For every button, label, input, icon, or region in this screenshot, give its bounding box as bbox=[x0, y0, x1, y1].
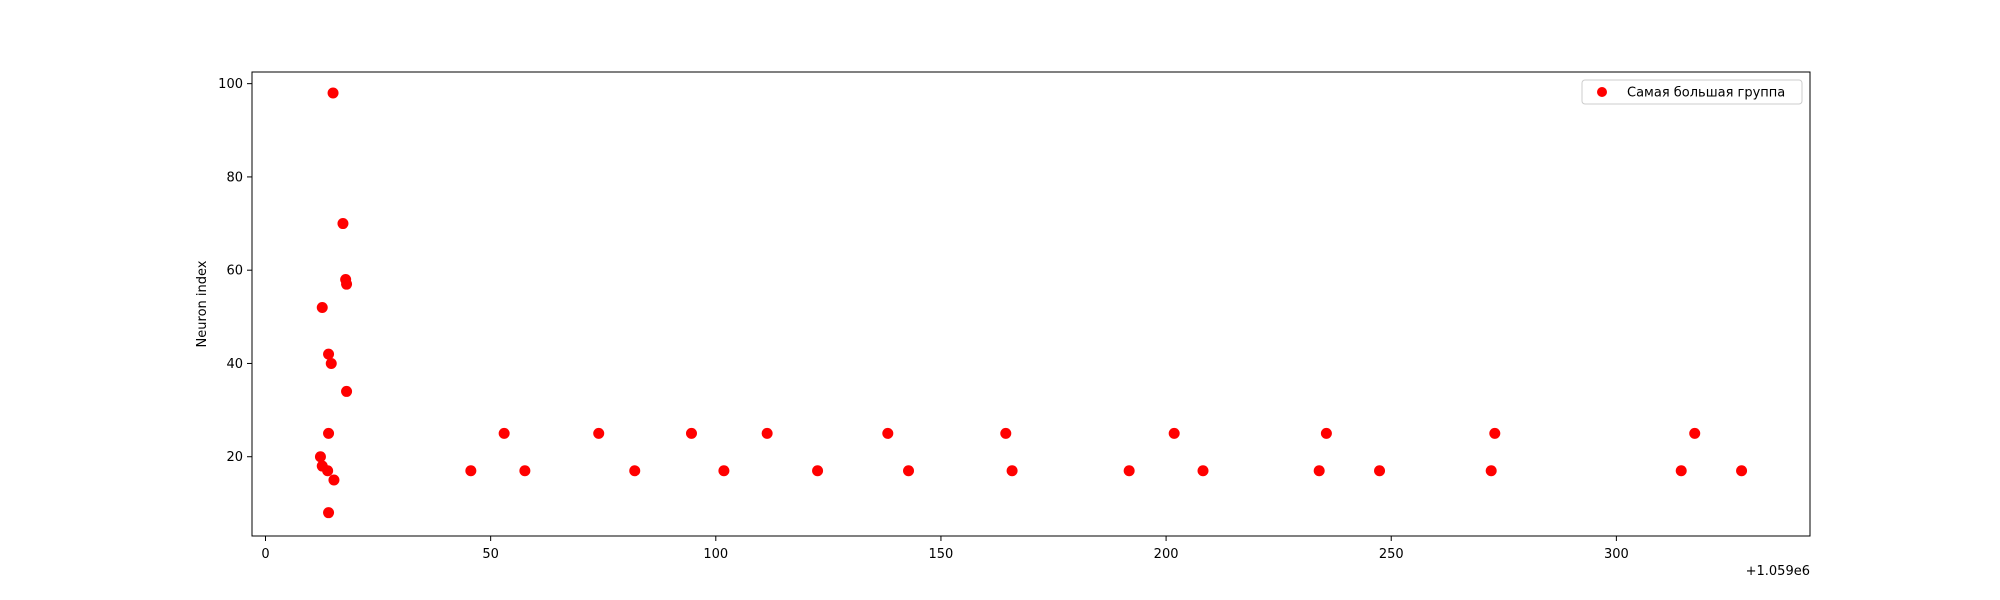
y-tick-label: 40 bbox=[226, 357, 243, 372]
scatter-point bbox=[465, 465, 477, 477]
y-tick-label: 20 bbox=[226, 450, 243, 465]
scatter-point bbox=[629, 465, 641, 477]
scatter-point bbox=[341, 385, 353, 397]
y-tick-label: 60 bbox=[226, 264, 243, 279]
legend-box bbox=[1581, 79, 1803, 105]
y-tick-label: 100 bbox=[218, 77, 243, 92]
scatter-point bbox=[1006, 465, 1018, 477]
plot-area-frame bbox=[251, 71, 1811, 537]
scatter-point bbox=[337, 218, 349, 230]
scatter-point bbox=[903, 465, 915, 477]
legend-label: Самая большая группа bbox=[1627, 86, 1785, 101]
legend: Самая большая группа bbox=[1581, 79, 1803, 105]
scatter-point bbox=[1689, 427, 1701, 439]
scatter-point bbox=[1489, 427, 1501, 439]
scatter-point bbox=[328, 474, 340, 486]
scatter-point bbox=[1736, 465, 1748, 477]
x-tick-label: 100 bbox=[703, 547, 728, 562]
x-axis-offset-label: +1.059e6 bbox=[1746, 564, 1810, 579]
x-tick-label: 0 bbox=[261, 547, 269, 562]
y-axis-label: Neuron index bbox=[195, 260, 210, 347]
scatter-point bbox=[325, 357, 337, 369]
scatter-point bbox=[593, 427, 605, 439]
scatter-point bbox=[1197, 465, 1209, 477]
scatter-point bbox=[498, 427, 510, 439]
scatter-point bbox=[1123, 465, 1135, 477]
scatter-point bbox=[1374, 465, 1386, 477]
scatter-point bbox=[1320, 427, 1332, 439]
scatter-point bbox=[1485, 465, 1497, 477]
scatter-point bbox=[323, 427, 335, 439]
scatter-point bbox=[323, 507, 335, 519]
scatter-point bbox=[1168, 427, 1180, 439]
scatter-point bbox=[341, 278, 353, 290]
x-tick-label: 250 bbox=[1379, 547, 1404, 562]
scatter-point bbox=[761, 427, 773, 439]
scatter-point bbox=[1675, 465, 1687, 477]
scatter-point bbox=[812, 465, 824, 477]
scatter-point bbox=[322, 465, 334, 477]
x-tick-label: 150 bbox=[929, 547, 954, 562]
scatter-point bbox=[1000, 427, 1012, 439]
y-tick-label: 80 bbox=[226, 170, 243, 185]
x-tick-label: 50 bbox=[482, 547, 499, 562]
legend-marker bbox=[1597, 87, 1607, 97]
axis-ticks: 0 50 100 150 200 250 300 20 40 60 80 100 bbox=[218, 77, 1629, 562]
x-tick-label: 300 bbox=[1604, 547, 1629, 562]
scatter-point bbox=[327, 87, 339, 99]
scatter-point bbox=[519, 465, 531, 477]
scatter-point bbox=[314, 451, 326, 463]
x-tick-label: 200 bbox=[1154, 547, 1179, 562]
data-points bbox=[314, 87, 1748, 519]
scatter-point bbox=[316, 301, 328, 313]
scatter-point bbox=[882, 427, 894, 439]
scatter-point bbox=[1313, 465, 1325, 477]
scatter-point bbox=[718, 465, 730, 477]
scatter-point bbox=[685, 427, 697, 439]
scatter-point bbox=[323, 348, 335, 360]
